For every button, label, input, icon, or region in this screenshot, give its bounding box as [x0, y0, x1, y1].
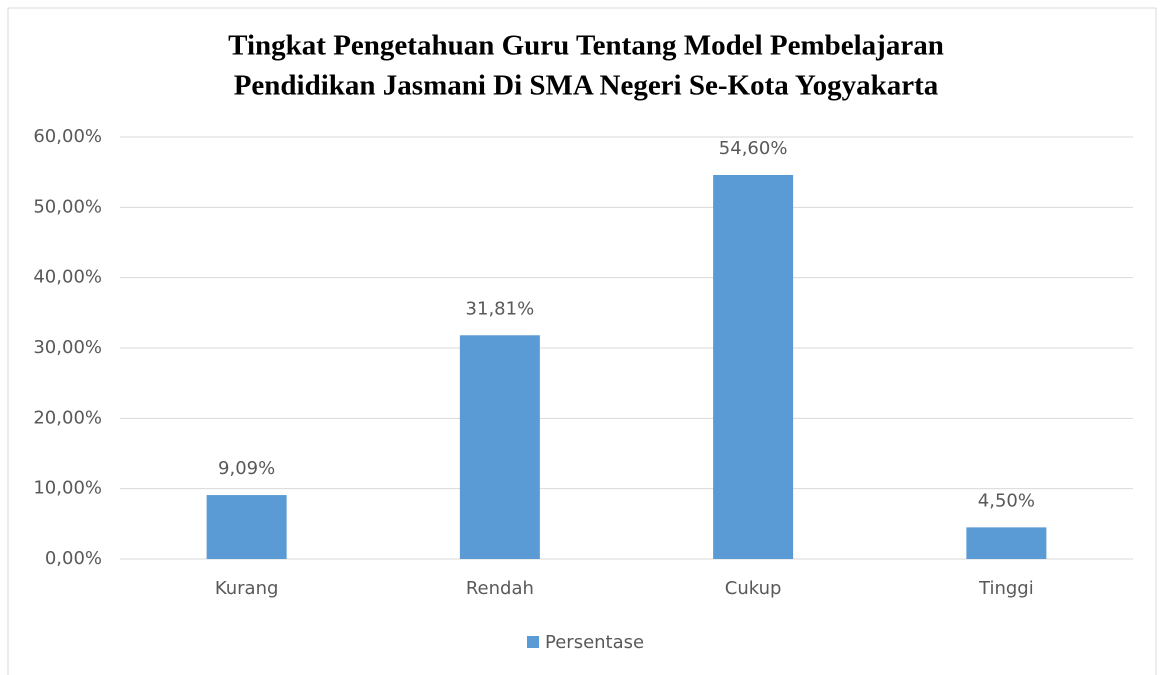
- bar: [966, 527, 1047, 559]
- data-label: 54,60%: [719, 138, 788, 159]
- y-tick-label: 10,00%: [33, 478, 102, 499]
- bar: [713, 174, 794, 560]
- x-tick-label: Kurang: [215, 578, 279, 599]
- x-tick-label: Rendah: [466, 578, 534, 599]
- legend-swatch: [527, 636, 539, 648]
- y-tick-label: 60,00%: [33, 126, 102, 147]
- data-label: 4,50%: [978, 490, 1035, 511]
- chart-title: Tingkat Pengetahuan Guru Tentang Model P…: [228, 30, 944, 62]
- bar: [206, 495, 287, 559]
- chart-title: Pendidikan Jasmani Di SMA Negeri Se-Kota…: [234, 70, 939, 102]
- x-tick-label: Tinggi: [978, 578, 1034, 599]
- y-tick-label: 40,00%: [33, 267, 102, 288]
- legend-label: Persentase: [545, 632, 644, 653]
- y-tick-label: 20,00%: [33, 407, 102, 428]
- x-tick-label: Cukup: [725, 578, 782, 599]
- bar: [459, 335, 540, 559]
- data-label: 31,81%: [466, 298, 535, 319]
- y-tick-label: 0,00%: [45, 548, 102, 569]
- data-label: 9,09%: [218, 458, 275, 479]
- y-tick-label: 50,00%: [33, 196, 102, 217]
- y-tick-label: 30,00%: [33, 337, 102, 358]
- chart-frame: [7, 7, 1157, 675]
